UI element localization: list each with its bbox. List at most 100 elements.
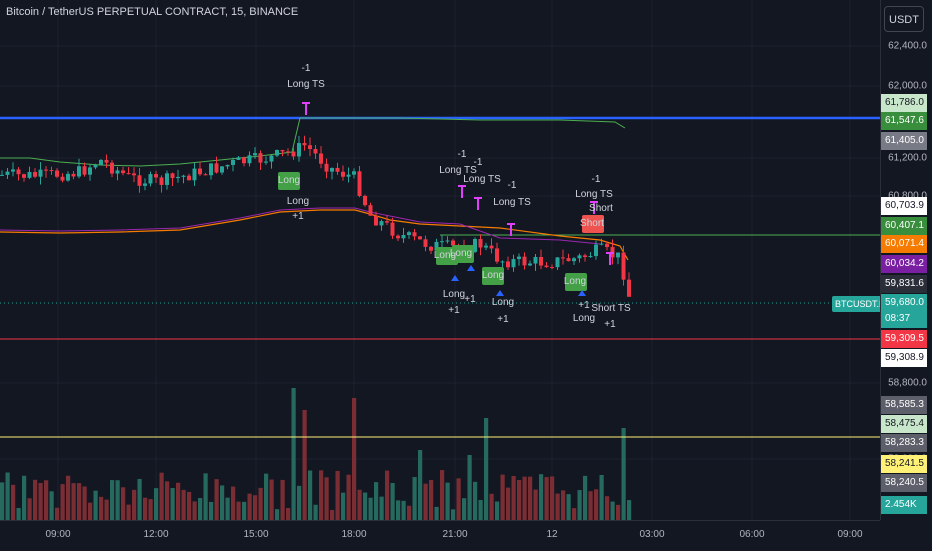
candle-body xyxy=(583,255,587,257)
candle-body xyxy=(176,176,180,179)
candle-body xyxy=(473,239,477,252)
volume-bar xyxy=(418,450,423,520)
volume-bar xyxy=(231,486,236,520)
candle-body xyxy=(566,258,571,262)
candle-body xyxy=(440,241,444,243)
candle-body xyxy=(220,166,224,173)
volume-bar xyxy=(478,500,483,520)
signal-badge xyxy=(565,273,587,291)
candle-body xyxy=(77,166,81,177)
candle-body xyxy=(99,159,103,165)
time-axis-label: 06:00 xyxy=(739,529,765,540)
candle-body xyxy=(522,256,527,266)
volume-bar xyxy=(566,494,571,520)
candle-body xyxy=(33,172,37,177)
candle-body xyxy=(346,174,351,177)
candle-body xyxy=(82,166,87,175)
volume-bar xyxy=(165,481,170,520)
volume-bar xyxy=(594,489,599,520)
price-tag: 58,283.3 xyxy=(881,434,927,452)
volume-bar xyxy=(544,477,549,520)
volume-bar xyxy=(610,501,615,520)
volume-bar xyxy=(104,499,109,520)
volume-bar xyxy=(115,480,120,520)
volume-bar xyxy=(599,474,604,520)
volume-bar xyxy=(456,478,461,520)
volume-bar xyxy=(148,499,153,520)
volume-bar xyxy=(44,480,49,520)
candle-body xyxy=(517,256,521,260)
volume-bar xyxy=(396,500,401,520)
candle-body xyxy=(627,279,631,297)
signal-label: -1 xyxy=(302,63,311,74)
candle-body xyxy=(242,157,246,164)
candle-body xyxy=(66,173,70,181)
signal-label: +1 xyxy=(578,300,590,311)
candle-body xyxy=(588,256,593,258)
signal-badge xyxy=(278,172,300,190)
symbol-title: Bitcoin / TetherUS PERPETUAL CONTRACT, 1… xyxy=(6,6,299,18)
volume-bar xyxy=(489,493,494,520)
candle-body xyxy=(11,169,15,172)
chart-pane[interactable]: -1 Long TS Long Long +1 -1 -1 Long TS Long TS -1 L… xyxy=(0,0,889,520)
volume-bar xyxy=(66,475,71,520)
candle-body xyxy=(357,171,362,196)
volume-bar xyxy=(93,490,98,520)
volume-bar xyxy=(170,488,175,520)
candle-body xyxy=(110,162,114,174)
entry-arrow xyxy=(451,275,459,281)
candle-body xyxy=(412,232,417,237)
signal-label: Short xyxy=(580,218,604,229)
volume-bar xyxy=(110,480,115,520)
volume-bar xyxy=(368,497,373,520)
volume-bar xyxy=(319,470,324,520)
volume-bar xyxy=(627,500,632,520)
candle-body xyxy=(165,173,169,185)
signal-label: +1 xyxy=(497,314,509,325)
candle-body xyxy=(528,263,532,266)
signal-label: Long xyxy=(492,297,514,308)
candle-body xyxy=(291,151,296,157)
price-tag: 58,240.5 xyxy=(881,474,927,492)
volume-bar xyxy=(49,491,54,520)
signal-badge xyxy=(482,267,504,285)
price-tag: 61,405.0 xyxy=(881,132,927,150)
time-scale[interactable]: 09:00 12:00 15:00 18:00 21:00 12 03:00 06:00 09:… xyxy=(0,520,880,551)
candle-body xyxy=(390,222,395,236)
candle-body xyxy=(621,252,626,280)
volume-bar xyxy=(214,479,219,520)
signal-label: Long xyxy=(278,175,300,186)
volume-bar xyxy=(561,490,566,520)
upper-band-line xyxy=(0,117,626,167)
time-axis-label: 09:00 xyxy=(45,529,71,540)
candle-body xyxy=(429,246,433,251)
candle-body xyxy=(253,153,257,156)
volume-bar xyxy=(242,501,247,520)
price-axis-tick: 61,200.0 xyxy=(888,152,927,164)
candle-body xyxy=(236,157,241,160)
candle-body xyxy=(319,153,323,164)
candle-body xyxy=(55,170,59,177)
volume-bar xyxy=(269,479,274,520)
volume-bar xyxy=(511,475,516,520)
mid-band-line xyxy=(0,207,601,245)
signal-label: Long xyxy=(443,289,465,300)
volume-bar xyxy=(308,470,313,520)
currency-button[interactable]: USDT xyxy=(884,6,924,32)
volume-bar xyxy=(71,483,76,520)
volume-bar xyxy=(286,507,291,520)
candle-body xyxy=(198,168,202,175)
price-tag: 58,241.5 xyxy=(881,455,927,473)
candle-body xyxy=(330,167,334,172)
candle-body xyxy=(363,195,367,206)
volume-bar xyxy=(247,493,252,520)
volume-bar xyxy=(495,501,500,520)
volume-bar xyxy=(588,491,593,520)
volume-bar xyxy=(137,478,142,520)
volume-bar xyxy=(451,509,456,520)
candle-body xyxy=(445,240,450,242)
signal-badge xyxy=(452,245,474,263)
signal-label: +1 xyxy=(448,305,460,316)
price-tag: 2.454K xyxy=(881,496,927,514)
